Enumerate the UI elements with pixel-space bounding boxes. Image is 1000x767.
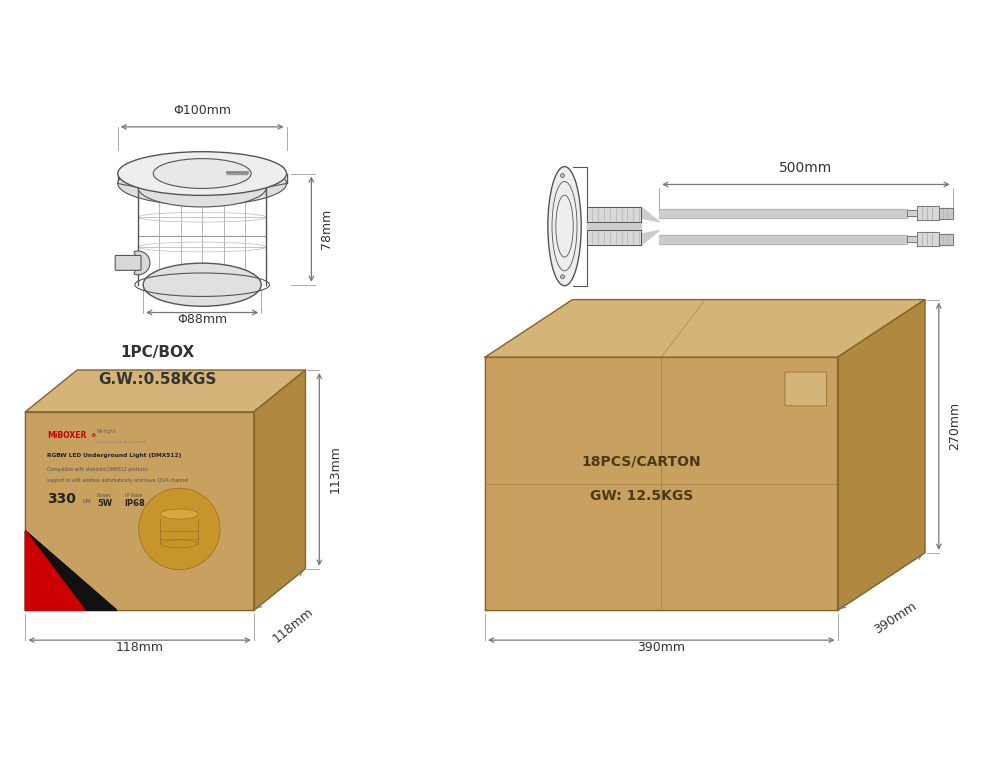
Text: GW: 12.5KGS: GW: 12.5KGS — [590, 489, 693, 502]
Ellipse shape — [548, 166, 581, 286]
Polygon shape — [917, 232, 939, 246]
Text: IP68: IP68 — [125, 499, 145, 508]
Ellipse shape — [153, 159, 251, 189]
Polygon shape — [25, 412, 254, 611]
Text: 330: 330 — [47, 492, 76, 506]
Polygon shape — [907, 236, 917, 242]
Polygon shape — [587, 230, 641, 245]
Text: RGBW LED Underground Light (DMX512): RGBW LED Underground Light (DMX512) — [47, 453, 182, 458]
Text: G.W.:0.58KGS: G.W.:0.58KGS — [98, 371, 217, 387]
Text: 118mm: 118mm — [271, 605, 316, 646]
Text: MiBOXER: MiBOXER — [47, 431, 87, 440]
Ellipse shape — [118, 162, 287, 206]
Text: 390mm: 390mm — [637, 641, 685, 654]
FancyBboxPatch shape — [785, 372, 827, 406]
Ellipse shape — [143, 263, 261, 306]
Polygon shape — [485, 300, 925, 357]
Ellipse shape — [561, 275, 565, 278]
Polygon shape — [838, 300, 925, 611]
Text: Φ88mm: Φ88mm — [177, 314, 227, 327]
Polygon shape — [25, 531, 117, 611]
Polygon shape — [254, 370, 305, 611]
Text: 5W: 5W — [97, 499, 112, 508]
Polygon shape — [939, 234, 953, 245]
Polygon shape — [25, 531, 117, 611]
Ellipse shape — [118, 152, 287, 196]
Polygon shape — [641, 231, 659, 245]
Polygon shape — [917, 206, 939, 220]
Text: LM: LM — [82, 499, 91, 504]
Polygon shape — [659, 209, 907, 218]
Ellipse shape — [561, 173, 565, 177]
Text: Compatible with standard DMX512 protocol,: Compatible with standard DMX512 protocol… — [47, 467, 149, 472]
Text: 500mm: 500mm — [779, 160, 833, 175]
Polygon shape — [659, 235, 907, 243]
Text: ®: ® — [90, 433, 95, 438]
Polygon shape — [25, 531, 85, 611]
Text: Power: Power — [97, 492, 112, 498]
Text: 118mm: 118mm — [116, 641, 164, 654]
Wedge shape — [134, 251, 150, 275]
Text: 18PCS/CARTON: 18PCS/CARTON — [582, 455, 701, 469]
Polygon shape — [587, 207, 641, 222]
Polygon shape — [485, 357, 838, 611]
Ellipse shape — [139, 489, 220, 570]
Text: Mi-light: Mi-light — [97, 430, 117, 434]
Polygon shape — [939, 208, 953, 219]
Text: IP Rate: IP Rate — [125, 492, 142, 498]
Polygon shape — [25, 531, 85, 611]
Ellipse shape — [138, 168, 266, 207]
Text: support to edit address automatically and have 1024 channel: support to edit address automatically an… — [47, 478, 189, 482]
Text: Subordinate Tom Brand: Subordinate Tom Brand — [97, 439, 145, 443]
Polygon shape — [641, 207, 659, 222]
Polygon shape — [25, 370, 305, 412]
Text: 270mm: 270mm — [948, 402, 961, 450]
Ellipse shape — [161, 540, 197, 548]
Text: 113mm: 113mm — [328, 446, 341, 493]
Text: 78mm: 78mm — [320, 209, 333, 249]
Ellipse shape — [160, 509, 198, 519]
Polygon shape — [587, 222, 641, 230]
Text: 1PC/BOX: 1PC/BOX — [120, 344, 195, 360]
Text: 390mm: 390mm — [871, 600, 919, 637]
FancyBboxPatch shape — [115, 255, 141, 270]
Text: Φ100mm: Φ100mm — [173, 104, 231, 117]
Polygon shape — [907, 210, 917, 216]
